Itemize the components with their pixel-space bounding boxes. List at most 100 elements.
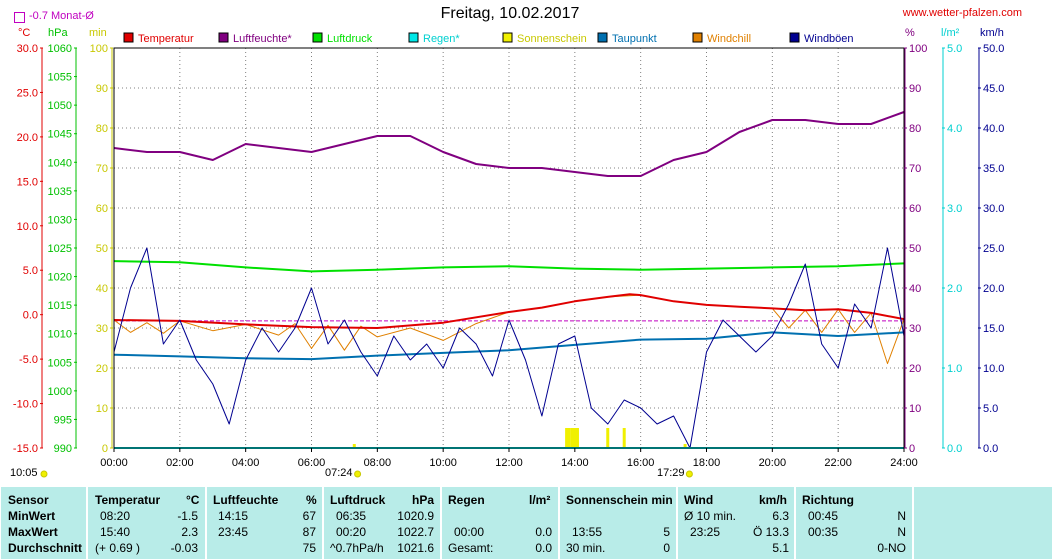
tick-label-pressure_hpa: 1020 bbox=[48, 272, 72, 284]
tick-label-wind_kmh: 50.0 bbox=[983, 43, 1004, 55]
tick-label-wind_kmh: 15.0 bbox=[983, 323, 1004, 335]
tick-label-temp_c: 15.0 bbox=[17, 176, 38, 188]
tick-label-pressure_hpa: 1030 bbox=[48, 214, 72, 226]
tick-label-sun_min: 20 bbox=[96, 363, 108, 375]
tick-label-wind_kmh: 45.0 bbox=[983, 83, 1004, 95]
daylength-marker bbox=[40, 470, 48, 478]
dir-avg-value: 0-NO bbox=[877, 541, 906, 555]
legend-label-luftdruck: Luftdruck bbox=[327, 33, 373, 45]
wind-max-value: Ö 13.3 bbox=[752, 525, 789, 539]
tick-label-rain_lm2: 1.0 bbox=[947, 363, 962, 375]
tick-label-temp_c: 0.0 bbox=[23, 310, 38, 322]
sun-bar bbox=[570, 428, 574, 448]
sun-bar bbox=[606, 428, 610, 448]
x-tick-label: 24:00 bbox=[890, 457, 918, 469]
tick-label-humidity_pct: 80 bbox=[909, 123, 921, 135]
legend-label-windben: Windböen bbox=[804, 33, 854, 45]
tick-label-humidity_pct: 20 bbox=[909, 363, 921, 375]
dir-max-time: 00:35 bbox=[808, 525, 839, 539]
temp-min-value: -1.5 bbox=[177, 509, 198, 523]
wind-avg-value: 6.3 bbox=[772, 509, 789, 523]
tick-label-sun_min: 100 bbox=[90, 43, 108, 55]
tick-label-wind_kmh: 5.0 bbox=[983, 403, 998, 415]
x-tick-label: 20:00 bbox=[759, 457, 787, 469]
rain-head: Regen bbox=[448, 493, 485, 507]
rain-total-label: Gesamt: bbox=[448, 541, 494, 555]
monat-label: -0.7 Monat-Ø bbox=[29, 10, 94, 22]
tick-label-pressure_hpa: 1025 bbox=[48, 243, 72, 255]
stats-table: Sensor MinWert MaxWert Durchschnitt Temp… bbox=[0, 487, 1058, 559]
x-tick-label: 02:00 bbox=[166, 457, 194, 469]
temp-unit: °C bbox=[186, 493, 200, 507]
wind-max-time: 23:25 bbox=[690, 525, 721, 539]
tick-label-humidity_pct: 50 bbox=[909, 243, 921, 255]
temp-avg-value: -0.03 bbox=[170, 541, 198, 555]
row-min-label: MinWert bbox=[8, 509, 56, 523]
press-min-value: 1020.9 bbox=[397, 509, 434, 523]
tick-label-humidity_pct: 70 bbox=[909, 163, 921, 175]
tick-label-rain_lm2: 5.0 bbox=[947, 43, 962, 55]
dir-min-value: N bbox=[897, 509, 906, 523]
unit-lm2: l/m² bbox=[941, 27, 960, 39]
sun-period: 30 min. bbox=[566, 541, 606, 555]
legend: Temperatur Luftfeuchte* Luftdruck Regen* Son… bbox=[123, 32, 854, 45]
tick-label-wind_kmh: 20.0 bbox=[983, 283, 1004, 295]
hum-max-time: 23:45 bbox=[218, 525, 249, 539]
temp-trend: (+ 0.69 ) bbox=[95, 541, 141, 555]
axes: 30.0 25.0 20.0 15.0 10.0 5.0 0.0 -5.0 -10.0 -15.0… bbox=[13, 43, 1004, 478]
legend-swatch-temperatur bbox=[123, 32, 134, 43]
tick-label-pressure_hpa: 1060 bbox=[48, 43, 72, 55]
tick-label-sun_min: 50 bbox=[96, 243, 108, 255]
wind-head: Wind bbox=[684, 493, 714, 507]
dir-max-value: N bbox=[897, 525, 906, 539]
unit-min: min bbox=[89, 27, 107, 39]
temp-head: Temperatur bbox=[95, 493, 161, 507]
legend-label-taupunkt: Taupunkt bbox=[612, 33, 657, 45]
temp-max-value: 2.3 bbox=[181, 525, 198, 539]
tick-label-pressure_hpa: 1040 bbox=[48, 157, 72, 169]
press-trend: ^0.7hPa/h bbox=[330, 541, 384, 555]
temp-min-time: 08:20 bbox=[100, 509, 131, 523]
tick-label-humidity_pct: 30 bbox=[909, 323, 921, 335]
legend-label-temperatur: Temperatur bbox=[138, 33, 194, 45]
tick-label-sun_min: 40 bbox=[96, 283, 108, 295]
temp-max-time: 15:40 bbox=[100, 525, 131, 539]
press-unit: hPa bbox=[412, 493, 435, 507]
site-url[interactable]: www.wetter-pfalzen.com bbox=[902, 7, 1022, 19]
sun-max-value: 5 bbox=[663, 525, 670, 539]
monat-legend-box bbox=[14, 12, 25, 23]
press-max-time: 00:20 bbox=[336, 525, 367, 539]
legend-swatch-taupunkt bbox=[597, 32, 608, 43]
tick-label-wind_kmh: 35.0 bbox=[983, 163, 1004, 175]
tick-label-wind_kmh: 30.0 bbox=[983, 203, 1004, 215]
legend-swatch-windchill bbox=[692, 32, 703, 43]
wind-avg-label: Ø 10 min. bbox=[684, 509, 737, 523]
weather-chart: 30.0 25.0 20.0 15.0 10.0 5.0 0.0 -5.0 -10.0 -15.0… bbox=[13, 32, 1004, 478]
x-tick-label: 14:00 bbox=[561, 457, 589, 469]
x-tick-label: 22:00 bbox=[824, 457, 852, 469]
sun-bar bbox=[622, 428, 626, 448]
tick-label-humidity_pct: 0 bbox=[909, 443, 915, 455]
unit-celsius: °C bbox=[18, 27, 31, 39]
press-head: Luftdruck bbox=[330, 493, 386, 507]
chart-title: Freitag, 10.02.2017 bbox=[440, 5, 580, 22]
sun-head: Sonnenschein min bbox=[566, 493, 673, 507]
tick-label-humidity_pct: 10 bbox=[909, 403, 921, 415]
unit-hpa: hPa bbox=[48, 27, 68, 39]
series-luftdruck-line bbox=[113, 260, 905, 273]
sun-bar bbox=[575, 428, 579, 448]
x-tick-label: 08:00 bbox=[364, 457, 392, 469]
sun-bar bbox=[683, 444, 687, 448]
legend-label-sonnenschein: Sonnenschein bbox=[517, 33, 587, 45]
tick-label-wind_kmh: 25.0 bbox=[983, 243, 1004, 255]
tick-label-pressure_hpa: 995 bbox=[54, 414, 72, 426]
tick-label-wind_kmh: 10.0 bbox=[983, 363, 1004, 375]
press-avg-value: 1021.6 bbox=[397, 541, 434, 555]
tick-label-temp_c: 30.0 bbox=[17, 43, 38, 55]
tick-label-humidity_pct: 60 bbox=[909, 203, 921, 215]
series-windben-line bbox=[113, 247, 905, 449]
tick-label-sun_min: 0 bbox=[102, 443, 108, 455]
tick-label-rain_lm2: 2.0 bbox=[947, 283, 962, 295]
tick-label-rain_lm2: 4.0 bbox=[947, 123, 962, 135]
dir-min-time: 00:45 bbox=[808, 509, 839, 523]
